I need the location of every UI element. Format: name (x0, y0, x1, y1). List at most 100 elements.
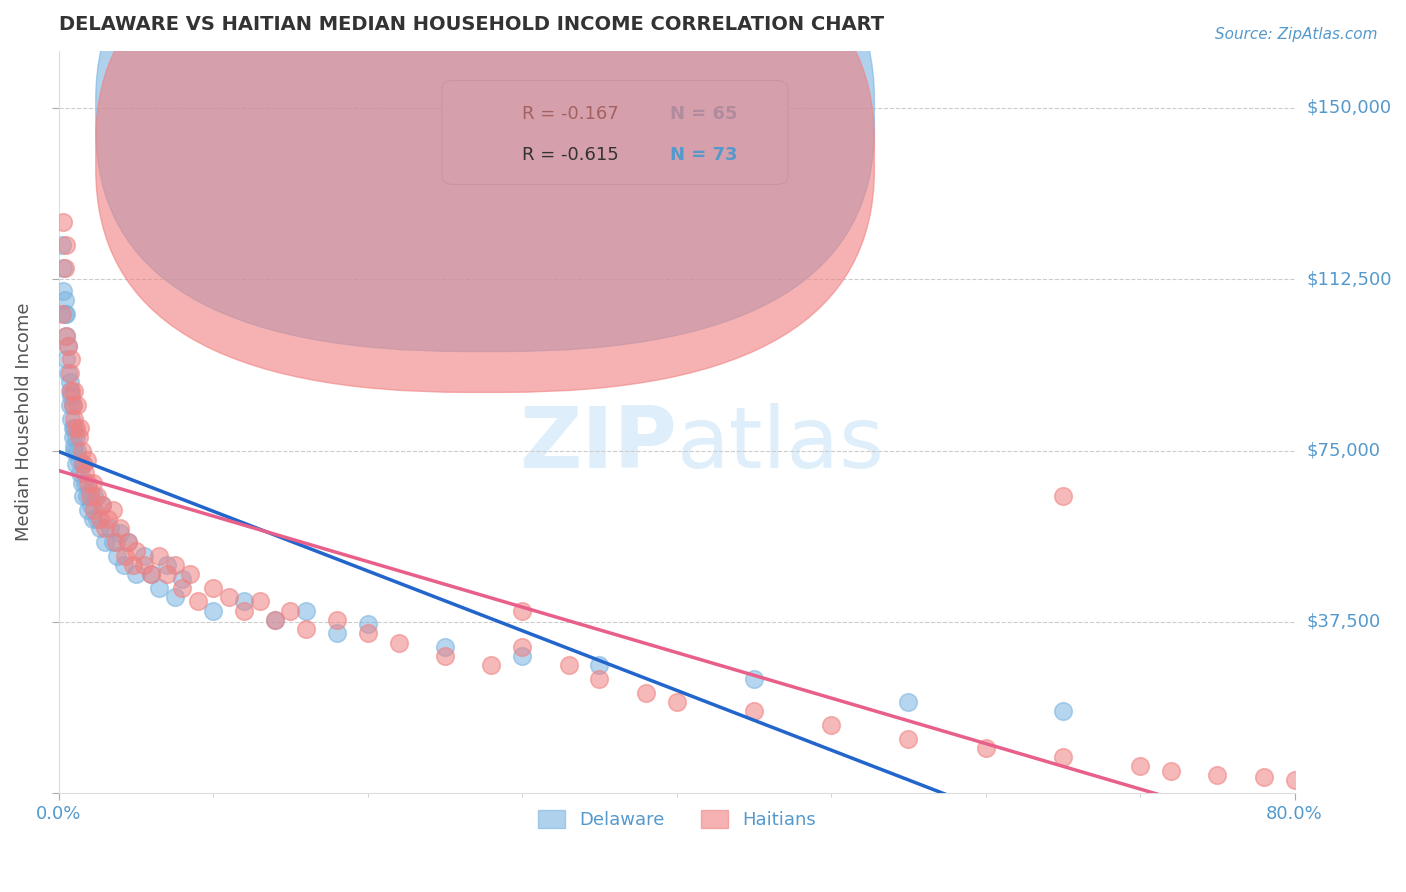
Point (70, 443, 93, 458)
Point (820, 718, 842, 732)
Point (63, 384, 86, 399)
Point (52, 284, 75, 298)
Point (86, 512, 108, 526)
Point (97, 512, 120, 526)
Point (233, 594, 256, 608)
Point (67, 452, 90, 467)
Point (101, 503, 124, 517)
Point (58, 375, 80, 389)
Point (295, 622, 318, 636)
Point (433, 640, 456, 654)
Point (55, 352, 77, 367)
Point (110, 521, 132, 535)
Point (121, 558, 143, 572)
Point (141, 567, 163, 582)
Point (89, 512, 111, 526)
Point (82, 475, 104, 490)
FancyBboxPatch shape (96, 0, 875, 392)
Point (91, 499, 114, 513)
Point (510, 640, 533, 654)
Point (387, 635, 409, 649)
Text: $75,000: $75,000 (1308, 442, 1381, 459)
Point (112, 558, 135, 572)
Point (101, 535, 124, 549)
Point (56, 338, 79, 352)
Point (69, 467, 91, 481)
Point (72, 489, 94, 503)
Point (80, 499, 103, 513)
Point (742, 704, 765, 718)
Point (62, 398, 84, 412)
Point (588, 658, 610, 673)
Text: atlas: atlas (676, 403, 884, 486)
Point (62, 398, 84, 412)
Point (56, 338, 79, 352)
Point (202, 604, 225, 618)
Point (79, 484, 101, 499)
Point (1206, 768, 1229, 782)
Point (67, 430, 90, 444)
Point (72, 458, 94, 472)
Point (218, 590, 240, 604)
Point (634, 686, 657, 700)
Point (62, 430, 84, 444)
Point (557, 658, 579, 673)
Text: $37,500: $37,500 (1308, 613, 1381, 631)
Point (433, 649, 456, 664)
Point (132, 558, 155, 572)
Point (665, 695, 688, 709)
Point (104, 535, 127, 549)
Point (60, 384, 83, 399)
Point (73, 467, 96, 481)
Point (156, 567, 179, 582)
Point (117, 535, 139, 549)
Point (125, 567, 148, 582)
Point (280, 604, 302, 618)
Point (69, 421, 91, 435)
Point (1052, 749, 1074, 764)
FancyBboxPatch shape (441, 80, 787, 185)
Point (357, 617, 380, 632)
Text: DELAWARE VS HAITIAN MEDIAN HOUSEHOLD INCOME CORRELATION CHART: DELAWARE VS HAITIAN MEDIAN HOUSEHOLD INC… (59, 15, 884, 34)
Text: $112,500: $112,500 (1308, 270, 1392, 288)
Point (141, 567, 163, 582)
Point (187, 594, 209, 608)
Point (79, 489, 101, 503)
Point (60, 389, 83, 403)
Point (63, 439, 86, 453)
Text: N = 65: N = 65 (671, 105, 738, 123)
Point (326, 626, 349, 640)
Text: R = -0.167: R = -0.167 (522, 105, 619, 123)
Point (55, 329, 77, 343)
Y-axis label: Median Household Income: Median Household Income (15, 303, 32, 541)
Point (588, 672, 610, 686)
Point (172, 572, 194, 586)
Point (76, 489, 98, 503)
Point (172, 581, 194, 595)
Legend: Delaware, Haitians: Delaware, Haitians (530, 803, 823, 837)
Point (65, 430, 87, 444)
Point (52, 215, 75, 229)
Point (510, 604, 533, 618)
Point (897, 695, 920, 709)
Point (55, 307, 77, 321)
Point (66, 398, 89, 412)
Point (58, 384, 80, 399)
Point (233, 604, 256, 618)
Point (53, 293, 76, 307)
Text: ZIP: ZIP (519, 403, 676, 486)
Point (974, 740, 997, 755)
Point (510, 649, 533, 664)
Point (73, 475, 96, 490)
Point (58, 398, 80, 412)
Point (1052, 704, 1074, 718)
Point (897, 731, 920, 746)
Point (264, 613, 287, 627)
Point (66, 443, 89, 458)
Point (86, 489, 108, 503)
Point (53, 307, 76, 321)
Point (148, 581, 170, 595)
Point (62, 421, 84, 435)
Point (83, 489, 105, 503)
Point (117, 535, 139, 549)
